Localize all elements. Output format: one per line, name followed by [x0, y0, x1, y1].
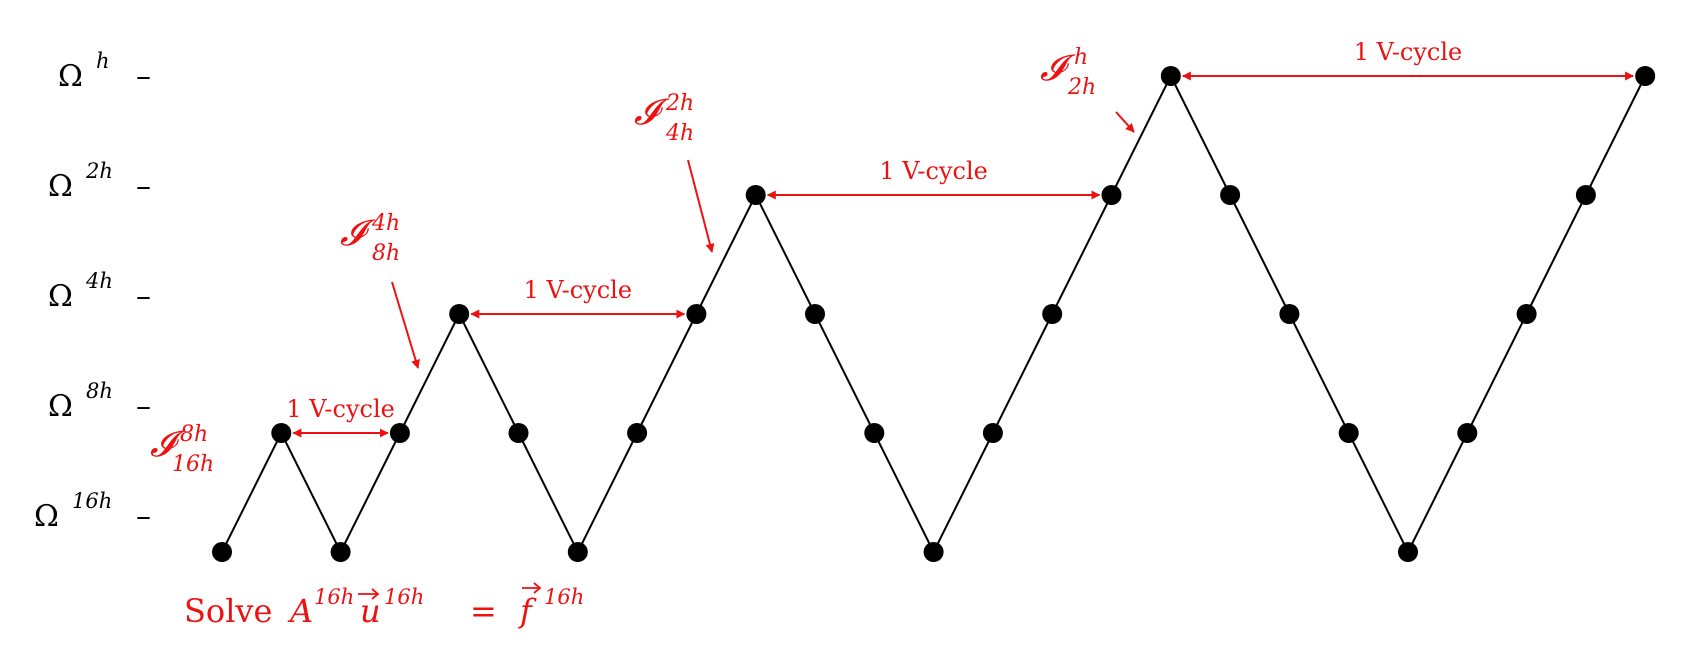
level-label-2h: Ω 2h –: [48, 159, 151, 204]
grid-node: [1338, 423, 1359, 443]
grid-node: [508, 423, 529, 443]
grid-node: [1220, 185, 1241, 205]
fmg-nodes: [212, 66, 1656, 562]
interp-arrow-2h-to-h: [1115, 111, 1135, 133]
omega-symbol: Ω: [48, 389, 73, 424]
grid-node: [1575, 185, 1596, 205]
interp-subscript: 4h: [665, 121, 694, 146]
grid-node: [627, 423, 648, 443]
vcycle-label: 1 V-cycle: [879, 157, 987, 185]
solve-matrix-a-superscript: 16h: [314, 585, 354, 609]
grid-node: [1457, 423, 1478, 443]
grid-node: [212, 542, 232, 562]
coarse-solve-equation: Solve A 16h u 16h = f 16h: [184, 582, 584, 630]
grid-node: [745, 185, 766, 205]
svg-text:Ω: Ω: [58, 59, 83, 94]
interp-superscript: h: [1074, 45, 1088, 70]
level-superscript: 4h: [85, 269, 113, 293]
grid-node: [982, 423, 1003, 443]
grid-node: [1101, 185, 1122, 205]
interp-arrow-4h-to-2h: [687, 159, 715, 253]
omega-symbol: Ω: [58, 59, 83, 94]
solve-vector-f: f: [518, 592, 537, 630]
level-tick: –: [136, 169, 151, 204]
vcycle-label: 1 V-cycle: [524, 276, 632, 304]
interp-superscript: 4h: [371, 211, 400, 236]
interpolation-labels: 𝓘 8h 16h 𝓘 4h 8h 𝓘 2h 4h 𝓘 h 2h: [150, 45, 1096, 477]
level-labels: Ω h – Ω 2h – Ω 4h – Ω 8h – Ω 16h –: [34, 49, 151, 534]
grid-node: [1635, 66, 1656, 86]
grid-node: [271, 423, 292, 443]
solve-matrix-a: A: [287, 592, 313, 630]
solve-vector-f-superscript: 16h: [544, 585, 584, 609]
grid-node: [923, 542, 944, 562]
interp-4h-to-2h: 𝓘 2h 4h: [634, 91, 694, 146]
vcycle-label: 1 V-cycle: [1354, 38, 1462, 66]
interp-symbol: 𝓘: [634, 92, 670, 133]
interpolation-arrows: [391, 111, 1135, 369]
fmg-path-line: [221, 73, 1647, 555]
grid-node: [389, 423, 410, 443]
level-superscript: 16h: [72, 489, 112, 513]
level-label-4h: Ω 4h –: [48, 269, 151, 314]
grid-node: [330, 542, 351, 562]
grid-node: [567, 542, 588, 562]
omega-symbol: Ω: [34, 499, 59, 534]
level-superscript: 8h: [86, 379, 113, 403]
interp-superscript: 2h: [665, 91, 694, 116]
grid-node: [1398, 542, 1418, 562]
solve-vector-u: u: [360, 592, 381, 630]
solve-word: Solve: [184, 592, 272, 630]
omega-symbol: Ω: [48, 279, 73, 314]
interp-8h-to-4h: 𝓘 4h 8h: [340, 211, 400, 266]
vector-arrow-icon: [358, 588, 380, 600]
level-label-16h: Ω 16h –: [34, 489, 151, 534]
vector-arrow-icon: [522, 582, 542, 594]
vcycle-label: 1 V-cycle: [286, 395, 394, 423]
interp-arrow-8h-to-4h: [391, 281, 420, 369]
solve-equals: =: [470, 592, 497, 630]
grid-node: [1516, 304, 1537, 324]
grid-node: [1042, 304, 1063, 324]
solve-vector-u-superscript: 16h: [384, 585, 424, 609]
grid-node: [805, 304, 825, 324]
level-tick: –: [136, 279, 151, 314]
interp-2h-to-h: 𝓘 h 2h: [1040, 45, 1096, 100]
vcycle-arrows: 1 V-cycle 1 V-cycle 1 V-cycle 1 V-cycle: [286, 38, 1635, 438]
grid-node: [1279, 304, 1300, 324]
level-tick: –: [136, 389, 151, 424]
level-tick: –: [136, 499, 151, 534]
interp-subscript: 2h: [1067, 75, 1096, 100]
grid-node: [686, 304, 707, 324]
level-superscript: h: [96, 49, 110, 73]
grid-node: [449, 304, 470, 324]
omega-symbol: Ω: [48, 169, 73, 204]
level-tick: –: [136, 59, 151, 94]
grid-node: [1160, 66, 1181, 86]
interp-symbol: 𝓘: [340, 213, 376, 254]
level-label-8h: Ω 8h –: [48, 379, 151, 424]
grid-node: [864, 423, 885, 443]
level-superscript: 2h: [85, 159, 113, 183]
interp-16h-to-8h: 𝓘 8h 16h: [150, 422, 214, 477]
interp-subscript: 8h: [372, 241, 400, 266]
level-label-h: Ω h –: [58, 49, 151, 94]
interp-superscript: 8h: [180, 422, 208, 447]
interp-subscript: 16h: [172, 452, 214, 477]
